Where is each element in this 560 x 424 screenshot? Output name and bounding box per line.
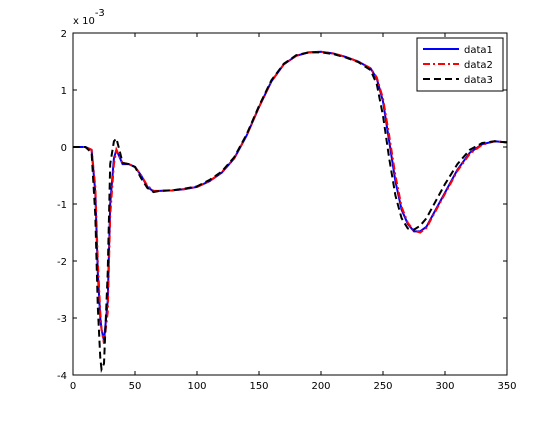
x-tick-label: 250 <box>373 381 392 392</box>
x-tick-label: 200 <box>311 381 330 392</box>
legend-label: data1 <box>464 45 493 56</box>
y-multiplier-base: x 10 <box>73 16 95 27</box>
x-tick-label: 100 <box>187 381 206 392</box>
legend-label: data2 <box>464 60 493 71</box>
y-tick-label: -3 <box>57 314 67 325</box>
x-tick-label: 50 <box>129 381 142 392</box>
y-tick-label: 1 <box>61 86 67 97</box>
y-tick-label: -2 <box>57 257 67 268</box>
legend-box <box>416 37 504 92</box>
x-tick-label: 150 <box>249 381 268 392</box>
y-tick-label: 0 <box>61 143 67 154</box>
legend-label: data3 <box>464 75 493 86</box>
y-multiplier-exponent: -3 <box>95 8 105 19</box>
y-tick-label: -4 <box>57 371 67 382</box>
axes-box <box>72 32 508 376</box>
y-tick-label: 2 <box>61 29 67 40</box>
x-tick-label: 300 <box>435 381 454 392</box>
data-line <box>73 51 507 374</box>
x-tick-label: 0 <box>70 381 76 392</box>
y-multiplier: x 10-3 <box>73 8 105 27</box>
y-tick-label: -1 <box>57 200 67 211</box>
x-tick-label: 350 <box>497 381 516 392</box>
